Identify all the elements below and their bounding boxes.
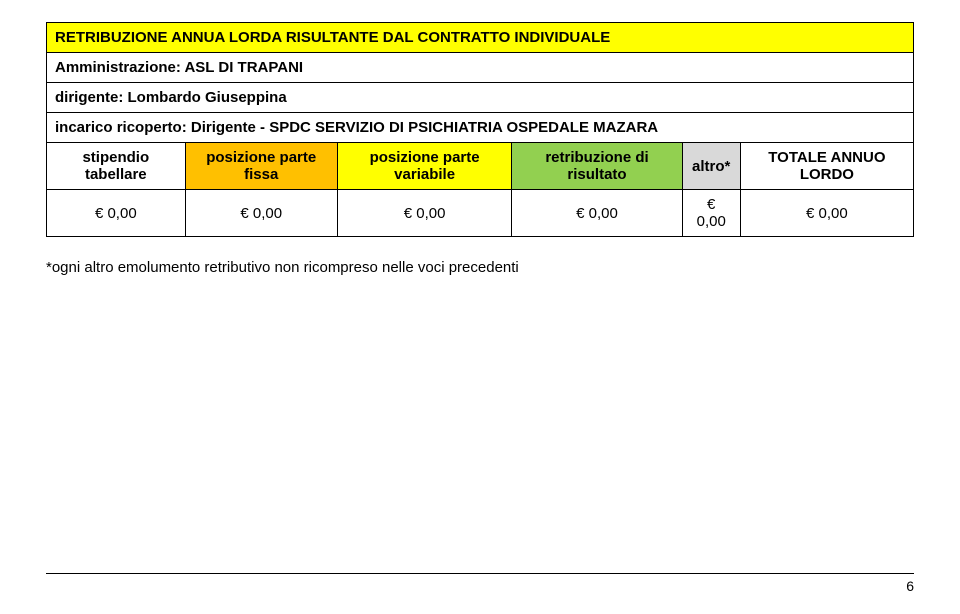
data-cell-4: € 0,00 xyxy=(682,190,740,237)
data-cell-3: € 0,00 xyxy=(512,190,682,237)
retribuzione-table: RETRIBUZIONE ANNUA LORDA RISULTANTE DAL … xyxy=(46,22,914,237)
col-header-3: retribuzione di risultato xyxy=(512,143,682,190)
header-row: stipendio tabellare posizione parte fiss… xyxy=(47,143,914,190)
table-title: RETRIBUZIONE ANNUA LORDA RISULTANTE DAL … xyxy=(47,23,914,53)
data-row: € 0,00 € 0,00 € 0,00 € 0,00 € 0,00 € 0,0… xyxy=(47,190,914,237)
col-header-2: posizione parte variabile xyxy=(337,143,512,190)
page-footer: 6 xyxy=(46,573,914,594)
data-cell-0: € 0,00 xyxy=(47,190,186,237)
data-cell-2: € 0,00 xyxy=(337,190,512,237)
footnote: *ogni altro emolumento retributivo non r… xyxy=(46,259,914,276)
data-cell-5: € 0,00 xyxy=(740,190,913,237)
col-header-0: stipendio tabellare xyxy=(47,143,186,190)
dirigente-row: dirigente: Lombardo Giuseppina xyxy=(47,83,914,113)
page-number: 6 xyxy=(46,578,914,594)
incarico-row: incarico ricoperto: Dirigente - SPDC SER… xyxy=(47,113,914,143)
col-header-4: altro* xyxy=(682,143,740,190)
footer-line xyxy=(46,573,914,574)
col-header-5: TOTALE ANNUO LORDO xyxy=(740,143,913,190)
amministrazione-row: Amministrazione: ASL DI TRAPANI xyxy=(47,53,914,83)
data-cell-1: € 0,00 xyxy=(185,190,337,237)
col-header-1: posizione parte fissa xyxy=(185,143,337,190)
